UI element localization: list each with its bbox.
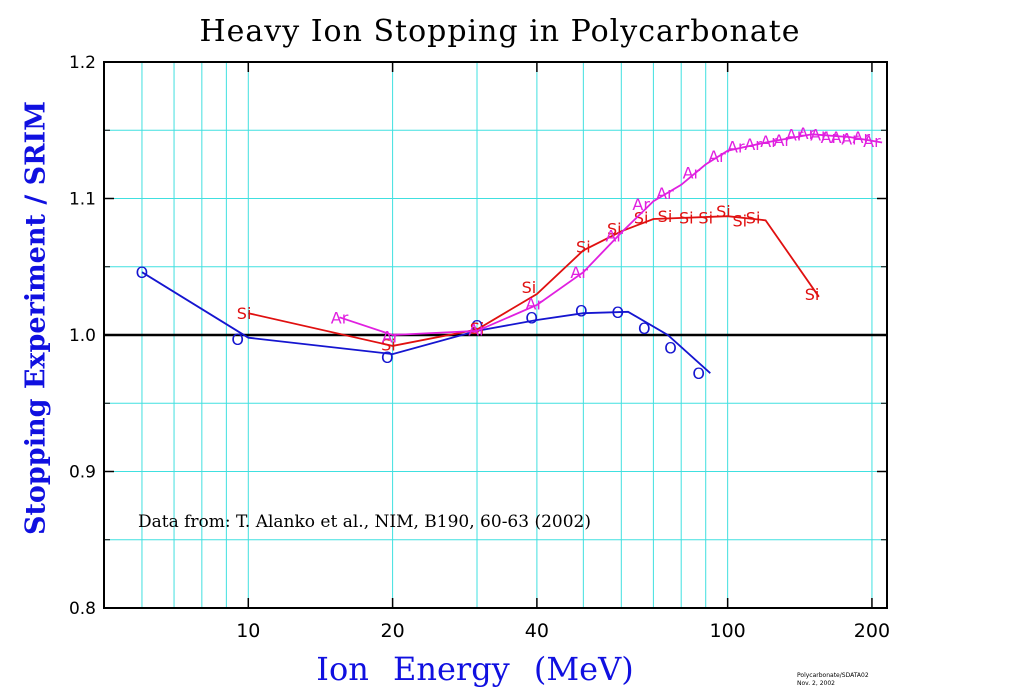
data-point-ar: Ar	[786, 125, 804, 144]
data-point-si: Si	[732, 211, 747, 230]
data-point-ar: Ar	[798, 124, 816, 143]
data-point-ar: Ar	[683, 164, 701, 183]
data-point-si: Si	[576, 237, 591, 256]
data-point-ar: Ar	[656, 184, 674, 203]
data-point-ar: Ar	[605, 226, 623, 245]
data-point-o: O	[575, 301, 588, 320]
file-credit: Polycarbonate/SDATA02 Nov. 2, 2002	[797, 672, 869, 688]
data-point-o: O	[231, 330, 244, 349]
data-point-si: Si	[470, 319, 485, 338]
data-point-o: O	[664, 338, 677, 357]
data-point-ar: Ar	[727, 138, 745, 157]
y-tick-label: 0.9	[69, 463, 96, 483]
data-point-si: Si	[679, 209, 694, 228]
data-point-ar: Ar	[863, 132, 881, 151]
data-point-si: Si	[634, 209, 649, 228]
data-point-si: Si	[805, 285, 820, 304]
y-tick-label: 1.0	[69, 326, 96, 346]
y-tick-label: 1.1	[69, 190, 96, 210]
y-tick-label: 1.2	[69, 53, 96, 73]
data-point-o: O	[692, 364, 705, 383]
data-point-ar: Ar	[468, 321, 486, 340]
y-tick-label: 0.8	[69, 599, 96, 619]
data-point-o: O	[525, 308, 538, 327]
data-point-ar: Ar	[708, 147, 726, 166]
x-tick-label: 100	[710, 620, 746, 642]
data-point-ar: Ar	[853, 128, 871, 147]
series-line-si	[248, 215, 820, 347]
credit-date: Nov. 2, 2002	[797, 680, 835, 687]
data-point-ar: Ar	[744, 135, 762, 154]
data-point-o: O	[612, 303, 625, 322]
data-point-ar: Ar	[810, 125, 828, 144]
data-point-ar: Ar	[570, 263, 588, 282]
data-point-ar: Ar	[526, 295, 544, 314]
data-point-si: Si	[698, 209, 713, 228]
credit-file: Polycarbonate/SDATA02	[797, 672, 869, 679]
data-point-ar: Ar	[821, 128, 839, 147]
y-axis-label: Stopping Experiment / SRIM	[20, 100, 52, 536]
data-point-ar: Ar	[841, 129, 859, 148]
data-point-si: Si	[522, 278, 537, 297]
data-point-ar: Ar	[331, 308, 349, 327]
data-point-si: Si	[607, 220, 622, 239]
data-point-si: Si	[658, 207, 673, 226]
data-point-o: O	[381, 348, 394, 367]
data-point-si: Si	[746, 209, 761, 228]
x-tick-label: 20	[381, 620, 405, 642]
data-point-o: O	[136, 263, 149, 282]
data-point-ar: Ar	[382, 327, 400, 346]
series-line-ar	[339, 133, 883, 336]
data-point-si: Si	[237, 304, 252, 323]
data-source-annotation: Data from: T. Alanko et al., NIM, B190, …	[138, 512, 591, 532]
chart-title: Heavy Ion Stopping in Polycarbonate	[199, 14, 801, 49]
data-point-si: Si	[716, 202, 731, 221]
data-point-ar: Ar	[760, 132, 778, 151]
data-point-ar: Ar	[831, 128, 849, 147]
x-tick-label: 40	[525, 620, 549, 642]
data-point-o: O	[638, 319, 651, 338]
x-axis-label: Ion Energy (MeV)	[316, 650, 634, 688]
x-tick-label: 10	[236, 620, 260, 642]
series-line-o	[141, 271, 711, 374]
data-point-ar: Ar	[632, 195, 650, 214]
x-tick-label: 200	[854, 620, 890, 642]
data-point-ar: Ar	[773, 131, 791, 150]
data-point-si: Si	[381, 336, 396, 355]
